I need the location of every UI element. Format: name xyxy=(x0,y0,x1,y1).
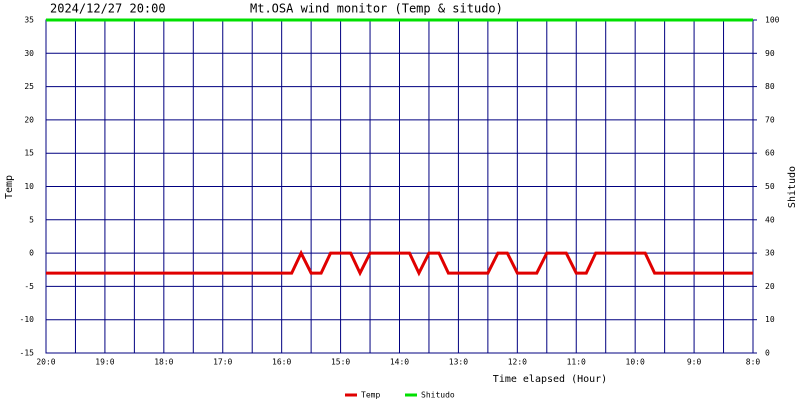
chart-title: Mt.OSA wind monitor (Temp & situdo) xyxy=(250,2,503,16)
y2-tick-label: 40 xyxy=(765,215,775,224)
y-tick-label: 5 xyxy=(29,215,34,224)
y2-tick-label: 10 xyxy=(765,315,775,324)
x-tick-label: 12:0 xyxy=(508,358,527,367)
y-axis-label: Temp xyxy=(4,175,15,199)
series-line xyxy=(46,249,753,277)
y-tick-label: -10 xyxy=(20,315,35,324)
x-axis-label: Time elapsed (Hour) xyxy=(493,374,607,385)
y-tick-label: 20 xyxy=(24,115,34,124)
y-tick-label: -15 xyxy=(20,349,35,358)
x-tick-label: 14:0 xyxy=(390,358,409,367)
y2-tick-label: 0 xyxy=(765,349,770,358)
x-tick-label: 16:0 xyxy=(272,358,291,367)
x-tick-label: 8:0 xyxy=(746,358,761,367)
y-tick-label: 15 xyxy=(24,149,34,158)
y2-tick-label: 100 xyxy=(765,16,780,25)
y2-axis-label: Shitudo xyxy=(787,166,798,208)
x-tick-label: 15:0 xyxy=(331,358,350,367)
y2-tick-label: 70 xyxy=(765,115,775,124)
y2-tick-label: 90 xyxy=(765,49,775,58)
y2-tick-label: 50 xyxy=(765,182,775,191)
x-tick-label: 9:0 xyxy=(687,358,702,367)
y-tick-label: -5 xyxy=(24,282,34,291)
y-tick-label: 25 xyxy=(24,82,34,91)
y2-tick-label: 20 xyxy=(765,282,775,291)
x-tick-label: 20:0 xyxy=(36,358,55,367)
legend-label: Shitudo xyxy=(421,391,455,400)
y-tick-label: 0 xyxy=(29,249,34,258)
x-tick-label: 18:0 xyxy=(154,358,173,367)
x-tick-label: 17:0 xyxy=(213,358,232,367)
x-tick-label: 11:0 xyxy=(567,358,586,367)
x-tick-label: 13:0 xyxy=(449,358,468,367)
y2-tick-label: 60 xyxy=(765,149,775,158)
y-tick-label: 35 xyxy=(24,16,34,25)
chart-date: 2024/12/27 20:00 xyxy=(50,2,166,16)
y2-tick-label: 80 xyxy=(765,82,775,91)
legend-label: Temp xyxy=(361,391,380,400)
y-tick-label: 30 xyxy=(24,49,34,58)
y2-tick-label: 30 xyxy=(765,249,775,258)
x-tick-label: 19:0 xyxy=(95,358,114,367)
x-tick-label: 10:0 xyxy=(626,358,645,367)
y-tick-label: 10 xyxy=(24,182,34,191)
